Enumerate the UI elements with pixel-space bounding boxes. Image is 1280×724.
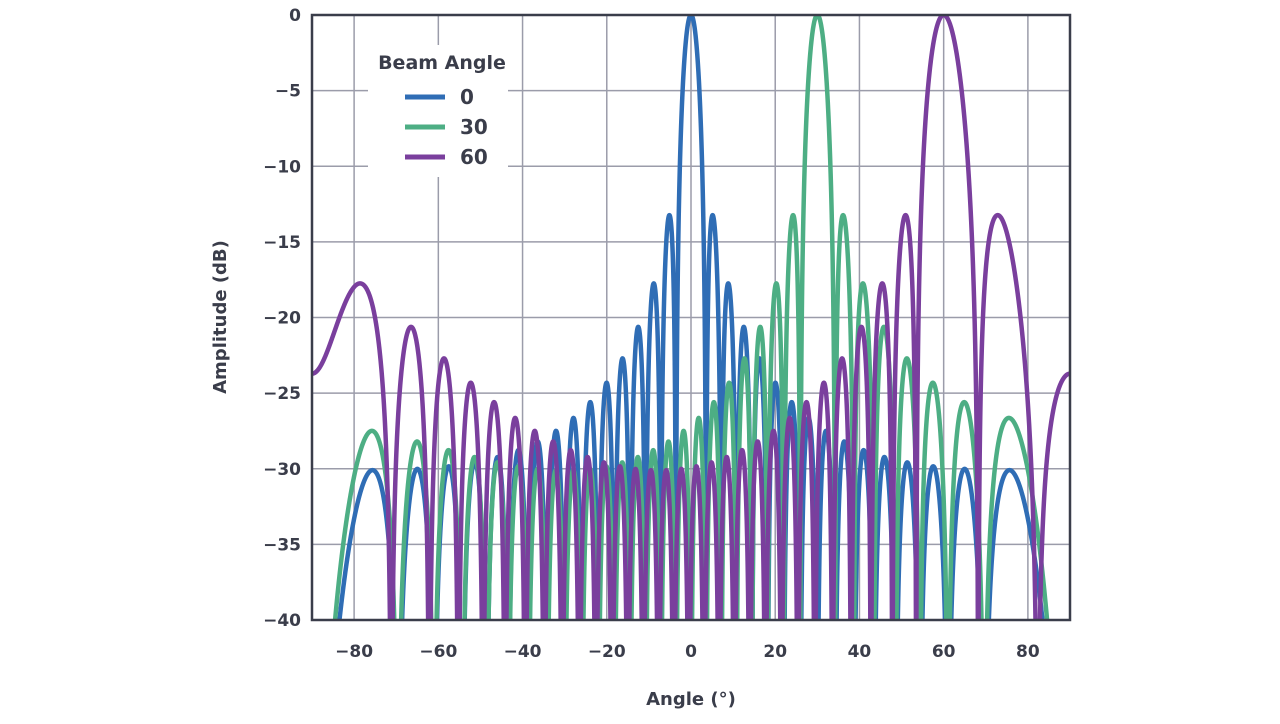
y-tick-label: −20: [263, 309, 301, 329]
y-tick-label: −15: [263, 233, 301, 253]
series-line-30: [332, 15, 1050, 620]
x-tick-label: 20: [763, 642, 787, 662]
x-tick-label: 40: [848, 642, 872, 662]
x-tick-label: 80: [1016, 642, 1040, 662]
x-tick-label: 60: [932, 642, 956, 662]
series-line-60: [312, 15, 1070, 620]
x-tick-label: −40: [504, 642, 542, 662]
y-tick-label: −30: [263, 460, 301, 480]
y-tick-label: −25: [263, 384, 301, 404]
y-tick-label: −5: [275, 82, 301, 102]
y-tick-label: −35: [263, 535, 301, 555]
y-tick-label: −40: [263, 611, 301, 631]
x-axis-label: Angle (°): [646, 689, 736, 710]
y-tick-label: 0: [289, 6, 301, 26]
legend: Beam Angle 0 30 60: [368, 45, 508, 177]
series-group: [312, 15, 1070, 620]
legend-title: Beam Angle: [378, 52, 506, 74]
y-tick-label: −10: [263, 157, 301, 177]
plot-frame: [310, 13, 1072, 622]
legend-label-60: 60: [460, 145, 488, 169]
tick-labels: −80 −60 −40 −20 0 20 40 60 80 0 −5 −10 −15 −20 −25 −30 −…: [263, 6, 1040, 662]
legend-label-0: 0: [460, 85, 474, 109]
x-tick-label: 0: [685, 642, 697, 662]
x-tick-label: −80: [335, 642, 373, 662]
x-tick-label: −20: [588, 642, 626, 662]
x-tick-label: −60: [419, 642, 457, 662]
y-axis-label: Amplitude (dB): [210, 240, 231, 394]
legend-label-30: 30: [460, 115, 488, 139]
